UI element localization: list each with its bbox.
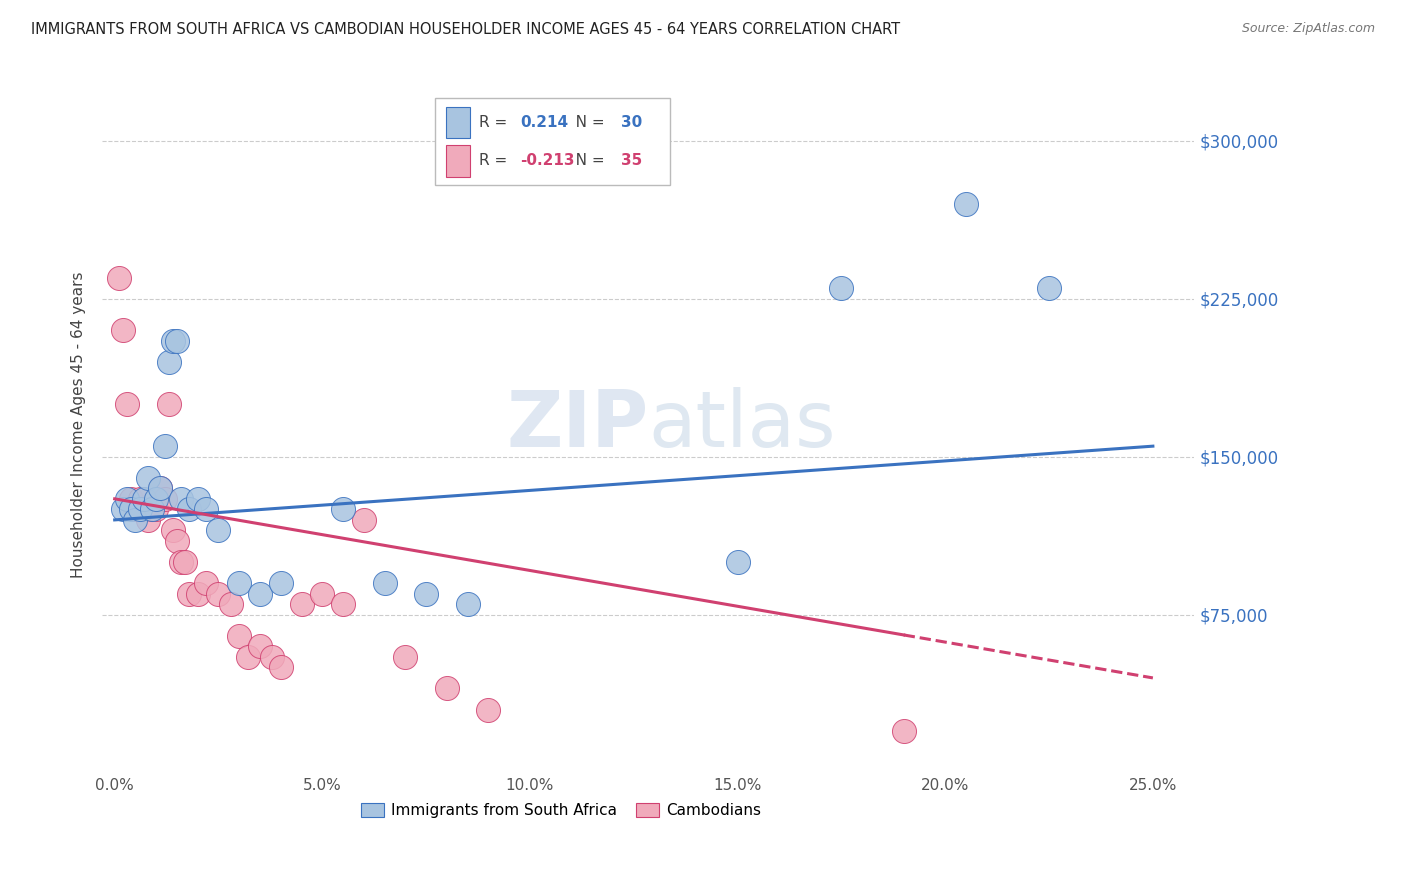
Point [170, 491, 193, 506]
Text: -0.213: -0.213 [520, 153, 575, 169]
Point [353, 513, 375, 527]
Text: N =: N = [561, 115, 609, 130]
FancyBboxPatch shape [446, 145, 470, 177]
Point [170, 555, 193, 569]
Point [132, 502, 155, 516]
Point [115, 491, 138, 506]
Point [207, 587, 229, 601]
Point [179, 587, 201, 601]
Legend: Immigrants from South Africa, Cambodians: Immigrants from South Africa, Cambodians [354, 797, 768, 824]
Point [195, 576, 218, 591]
Point [128, 491, 150, 506]
Point [157, 355, 180, 369]
Point [436, 681, 458, 696]
Point [727, 555, 749, 569]
Point [128, 502, 150, 516]
Point [111, 502, 134, 516]
Point [162, 334, 184, 348]
Text: IMMIGRANTS FROM SOUTH AFRICA VS CAMBODIAN HOUSEHOLDER INCOME AGES 45 - 64 YEARS : IMMIGRANTS FROM SOUTH AFRICA VS CAMBODIA… [31, 22, 900, 37]
Point [394, 649, 416, 664]
Point [249, 640, 271, 654]
Point [290, 597, 312, 611]
Point [262, 649, 284, 664]
Point [955, 197, 977, 211]
Text: 0.214: 0.214 [520, 115, 568, 130]
Point [219, 597, 242, 611]
Point [228, 629, 250, 643]
Point [415, 587, 437, 601]
Point [120, 502, 142, 516]
Point [157, 397, 180, 411]
Point [124, 513, 146, 527]
Point [332, 597, 354, 611]
Point [893, 723, 915, 738]
Point [236, 649, 259, 664]
Point [374, 576, 396, 591]
Text: N =: N = [561, 153, 609, 169]
Point [457, 597, 479, 611]
Point [136, 471, 159, 485]
Point [311, 587, 333, 601]
Text: 30: 30 [621, 115, 643, 130]
Point [115, 397, 138, 411]
Point [249, 587, 271, 601]
Point [111, 323, 134, 337]
Text: R =: R = [479, 115, 512, 130]
Point [195, 502, 218, 516]
Point [153, 491, 176, 506]
Point [270, 576, 292, 591]
Point [207, 524, 229, 538]
Point [1038, 281, 1060, 295]
Text: R =: R = [479, 153, 512, 169]
Text: atlas: atlas [648, 387, 835, 463]
Point [174, 555, 197, 569]
Point [477, 702, 499, 716]
Point [145, 502, 167, 516]
Point [149, 481, 172, 495]
Point [108, 270, 131, 285]
FancyBboxPatch shape [436, 98, 671, 186]
Point [187, 587, 209, 601]
Point [162, 524, 184, 538]
Point [136, 513, 159, 527]
Text: ZIP: ZIP [506, 387, 648, 463]
Text: Source: ZipAtlas.com: Source: ZipAtlas.com [1241, 22, 1375, 36]
Point [332, 502, 354, 516]
Point [141, 502, 163, 516]
Point [132, 491, 155, 506]
Point [145, 491, 167, 506]
Point [153, 439, 176, 453]
Point [149, 481, 172, 495]
Point [270, 660, 292, 674]
Point [830, 281, 852, 295]
Y-axis label: Householder Income Ages 45 - 64 years: Householder Income Ages 45 - 64 years [72, 272, 86, 578]
Text: 35: 35 [621, 153, 643, 169]
Point [166, 533, 188, 548]
Point [124, 502, 146, 516]
Point [166, 334, 188, 348]
Point [228, 576, 250, 591]
Point [141, 502, 163, 516]
Point [187, 491, 209, 506]
Point [120, 491, 142, 506]
FancyBboxPatch shape [446, 107, 470, 138]
Point [179, 502, 201, 516]
